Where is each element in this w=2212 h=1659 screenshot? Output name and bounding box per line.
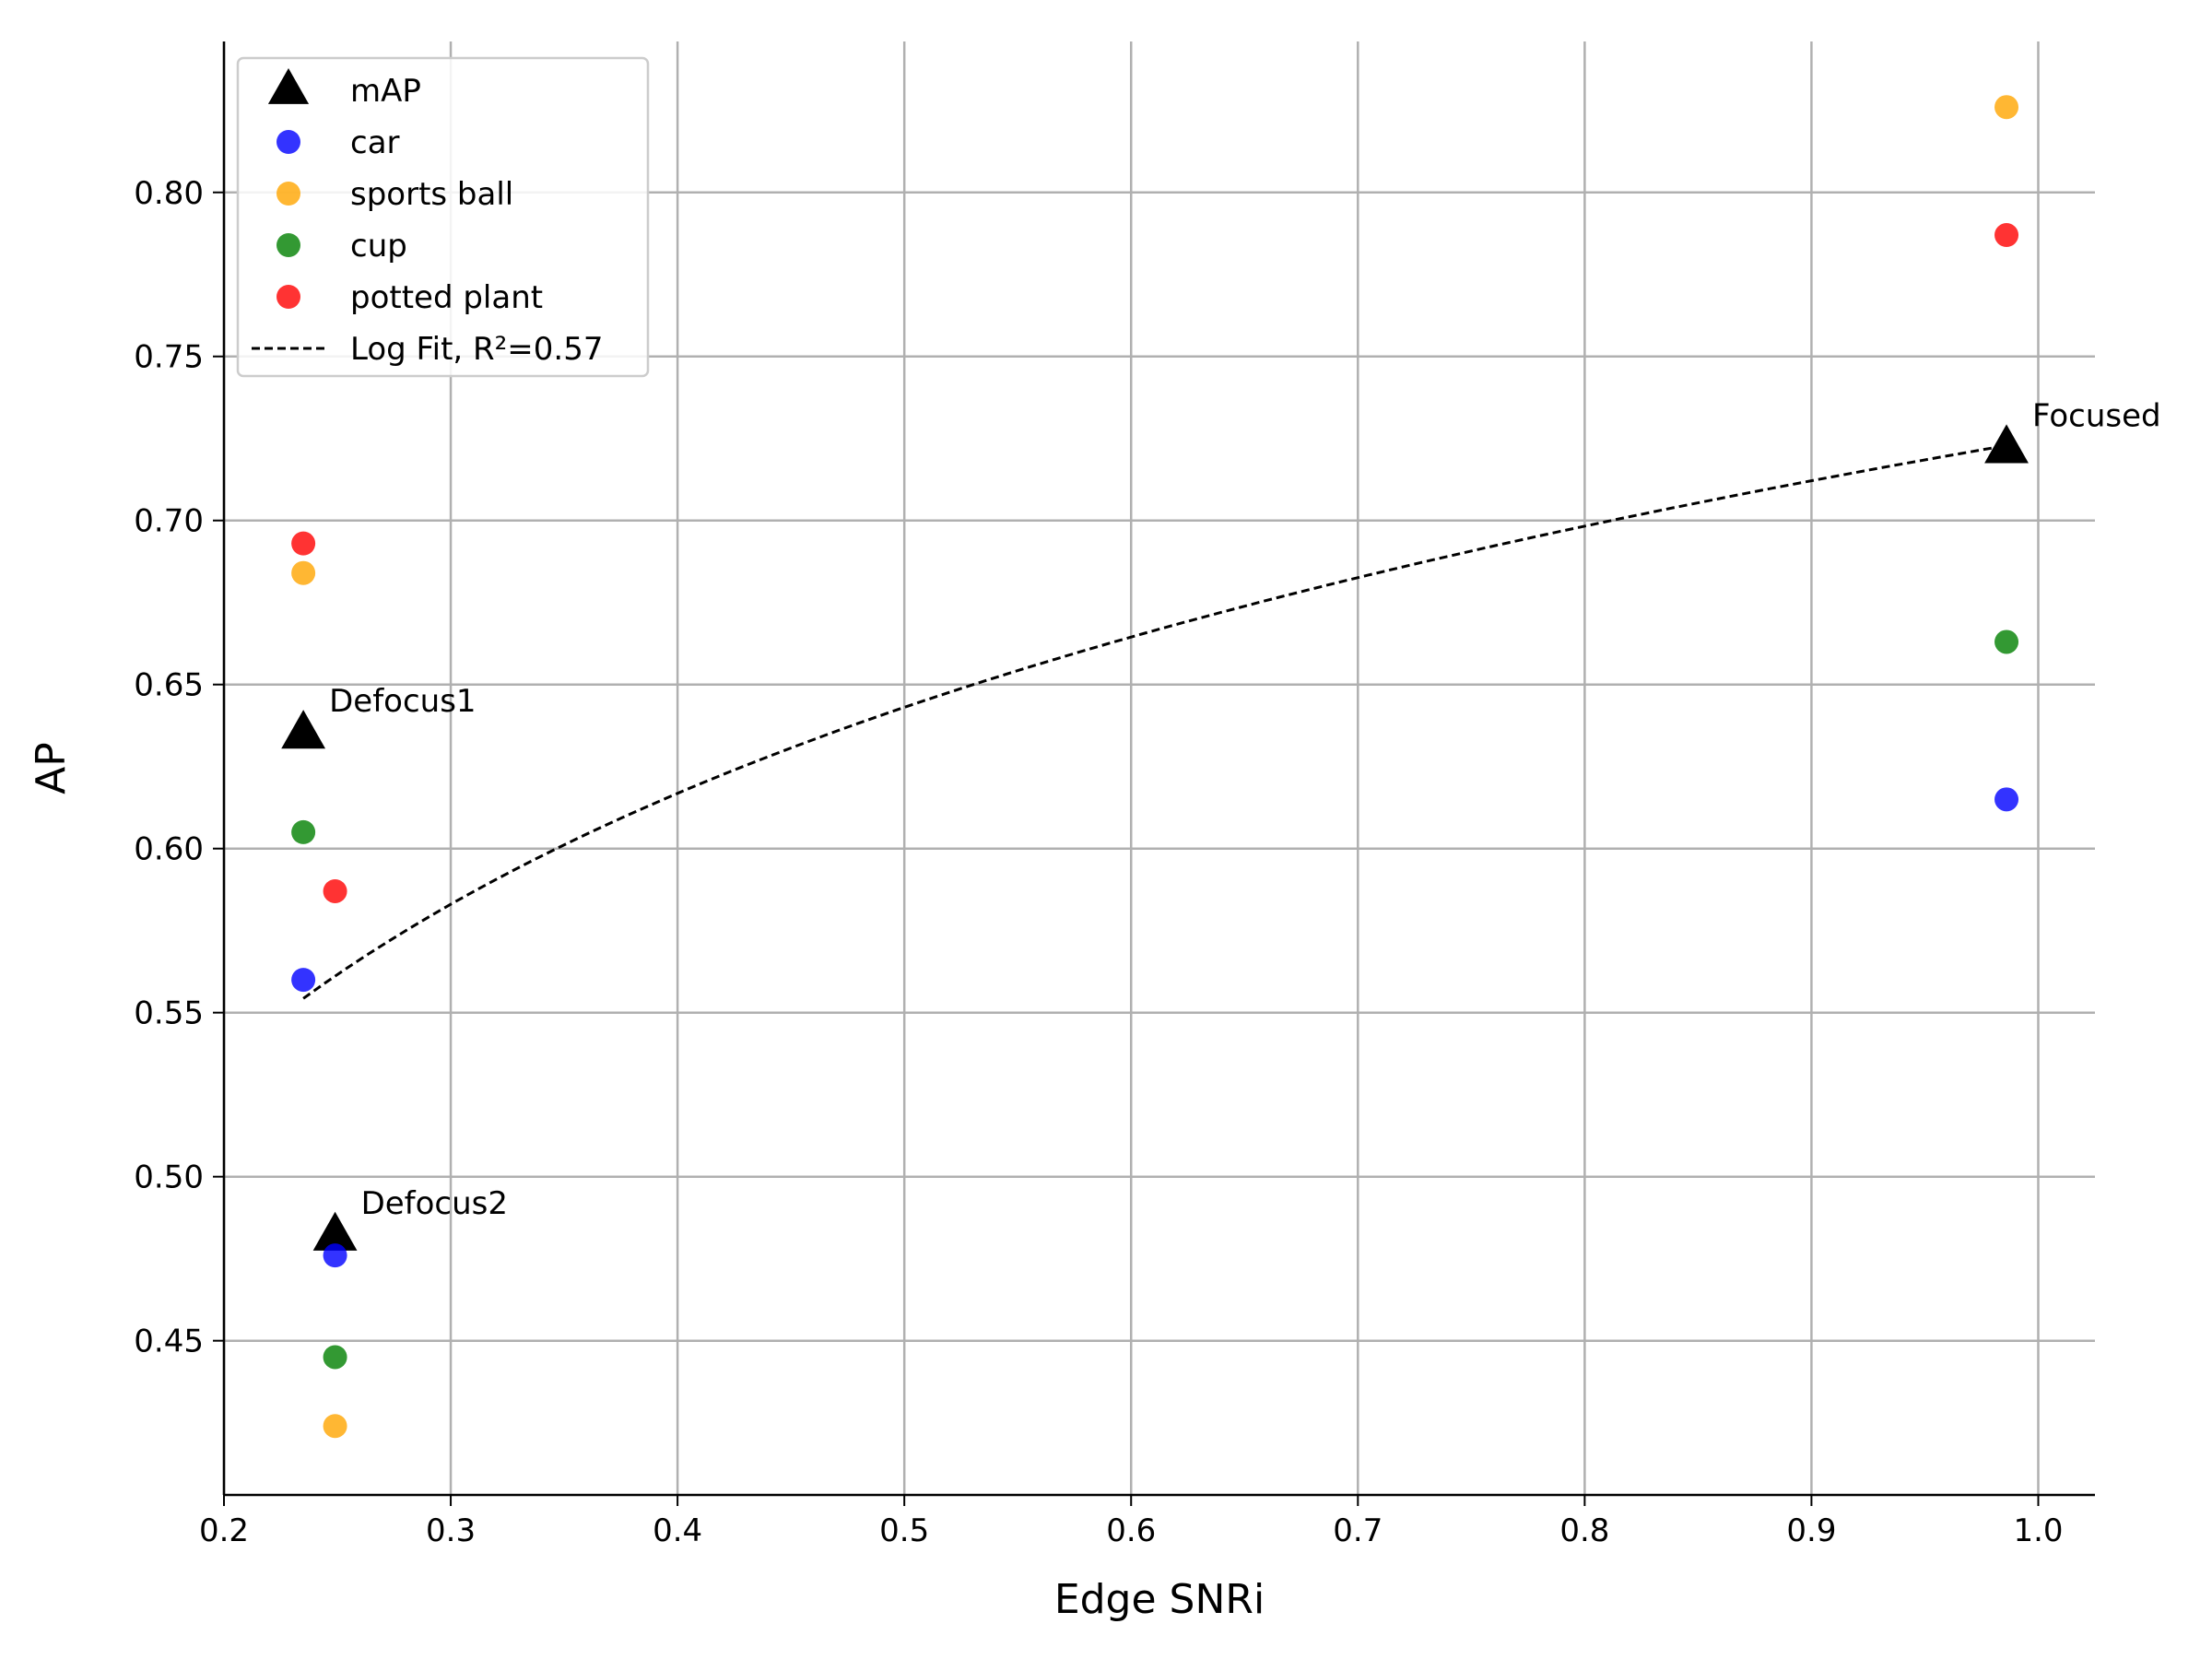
x-tick-label: 0.6 <box>1106 1512 1156 1549</box>
legend-label: mAP <box>350 73 421 110</box>
x-tick-label: 0.4 <box>653 1512 702 1549</box>
data-point-sports-ball <box>323 1414 347 1439</box>
legend-label: sports ball <box>350 176 513 213</box>
legend-label: car <box>350 124 400 161</box>
legend-marker-circle <box>276 233 300 257</box>
point-annotation: Defocus1 <box>329 683 476 720</box>
legend-marker-circle <box>276 130 300 154</box>
x-axis-label: Edge SNRi <box>1054 1576 1265 1623</box>
y-ticks: 0.45 0.50 0.55 0.60 0.65 0.70 0.75 0.80 <box>134 175 224 1360</box>
x-tick-label: 0.8 <box>1559 1512 1609 1549</box>
point-annotation: Focused <box>2032 397 2161 434</box>
legend-frame <box>236 56 650 378</box>
point-annotation: Defocus2 <box>361 1185 508 1222</box>
y-tick-label: 0.75 <box>134 339 204 376</box>
data-points <box>281 95 2029 1439</box>
data-point-car <box>1994 787 2019 812</box>
x-tick-label: 0.2 <box>199 1512 249 1549</box>
y-tick-label: 0.60 <box>134 831 204 868</box>
data-point-car <box>291 968 316 993</box>
data-point-cup <box>291 819 316 844</box>
legend-label: Log Fit, R²=0.57 <box>350 331 603 368</box>
legend-marker-circle <box>276 285 300 309</box>
legend-label: cup <box>350 228 407 265</box>
y-tick-label: 0.70 <box>134 503 204 540</box>
x-ticks: 0.2 0.3 0.4 0.5 0.6 0.7 0.8 0.9 1.0 <box>199 1495 2064 1549</box>
y-tick-label: 0.55 <box>134 995 204 1032</box>
legend: mAP car sports ball cup potted plant Log Fit,… <box>236 56 650 378</box>
data-point-potted-plant <box>323 878 347 903</box>
x-tick-label: 0.7 <box>1333 1512 1382 1549</box>
y-axis-label: AP <box>28 742 75 794</box>
map-marker <box>281 710 326 749</box>
axes <box>222 41 2095 1497</box>
y-tick-label: 0.50 <box>134 1159 204 1196</box>
data-point-sports-ball <box>291 560 316 585</box>
log-fit-line <box>302 443 2007 1000</box>
data-point-potted-plant <box>291 531 316 556</box>
legend-label: potted plant <box>350 279 543 316</box>
data-point-cup <box>1994 629 2019 654</box>
y-tick-label: 0.45 <box>134 1324 204 1360</box>
point-annotations: Defocus1 Defocus2 Focused <box>329 397 2161 1221</box>
legend-marker-circle <box>276 182 300 206</box>
y-tick-label: 0.80 <box>134 175 204 212</box>
map-marker <box>1984 424 2029 464</box>
y-tick-label: 0.65 <box>134 667 204 704</box>
data-point-cup <box>323 1345 347 1370</box>
legend-marker-triangle <box>267 68 310 104</box>
grid-lines <box>222 41 2095 1495</box>
data-point-car <box>323 1243 347 1268</box>
x-tick-label: 0.3 <box>426 1512 476 1549</box>
x-tick-label: 0.9 <box>1786 1512 1836 1549</box>
map-marker <box>312 1211 358 1251</box>
x-tick-label: 0.5 <box>879 1512 929 1549</box>
data-point-sports-ball <box>1994 95 2019 120</box>
x-tick-label: 1.0 <box>2013 1512 2063 1549</box>
data-point-potted-plant <box>1994 223 2019 248</box>
